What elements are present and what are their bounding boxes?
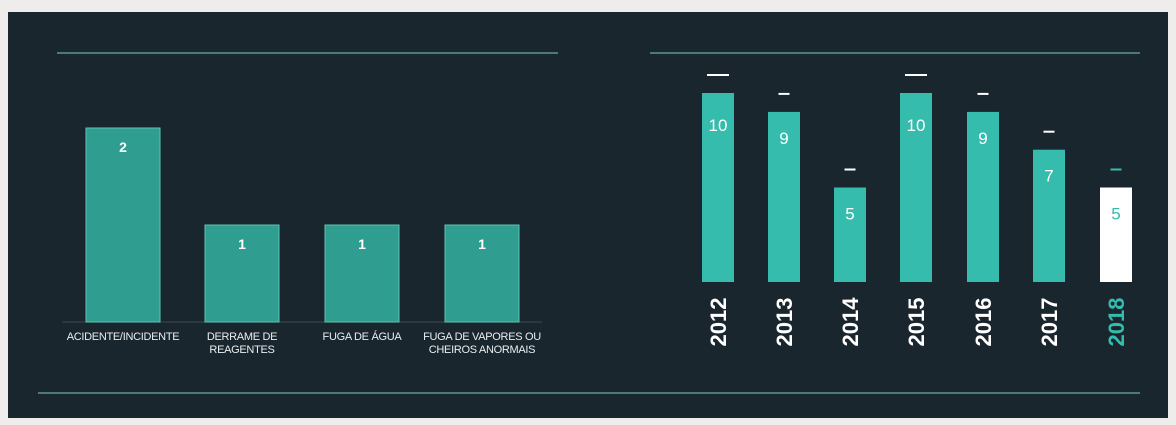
x-tick-label: 2018 (1104, 298, 1129, 347)
value-label: 5 (1111, 205, 1120, 224)
bar (1033, 149, 1065, 282)
value-label: 7 (1044, 167, 1053, 186)
x-tick-label: 2013 (772, 298, 797, 347)
bar (444, 224, 520, 323)
value-label: 10 (709, 116, 728, 135)
x-tick-label: DERRAME DE REAGENTES (206, 331, 278, 356)
x-tick-label: 2012 (706, 298, 731, 347)
x-tick-label: FUGA DE ÁGUA (322, 331, 402, 343)
bar (834, 187, 866, 282)
bar (324, 224, 400, 323)
value-label: 5 (845, 205, 854, 224)
bar (85, 127, 161, 323)
bar (204, 224, 280, 323)
x-tick-label: 2015 (904, 298, 929, 347)
x-tick-label: FUGA DE VAPORES OU CHEIROS ANORMAIS (423, 331, 541, 356)
value-label: 1 (238, 236, 246, 252)
value-label: 1 (358, 236, 366, 252)
x-tick-label: ACIDENTE/INCIDENTE (66, 331, 180, 343)
bar (768, 111, 800, 283)
value-label: 9 (779, 129, 788, 148)
x-tick-label: 2016 (971, 298, 996, 347)
bar (967, 111, 999, 283)
bar (702, 93, 734, 282)
value-label: 9 (978, 129, 987, 148)
bar (1100, 187, 1132, 282)
bar (900, 93, 932, 282)
x-tick-label: 2017 (1037, 298, 1062, 347)
x-tick-label: 2014 (838, 297, 863, 347)
value-label: 10 (907, 116, 926, 135)
value-label: 2 (119, 139, 127, 155)
value-label: 1 (478, 236, 486, 252)
